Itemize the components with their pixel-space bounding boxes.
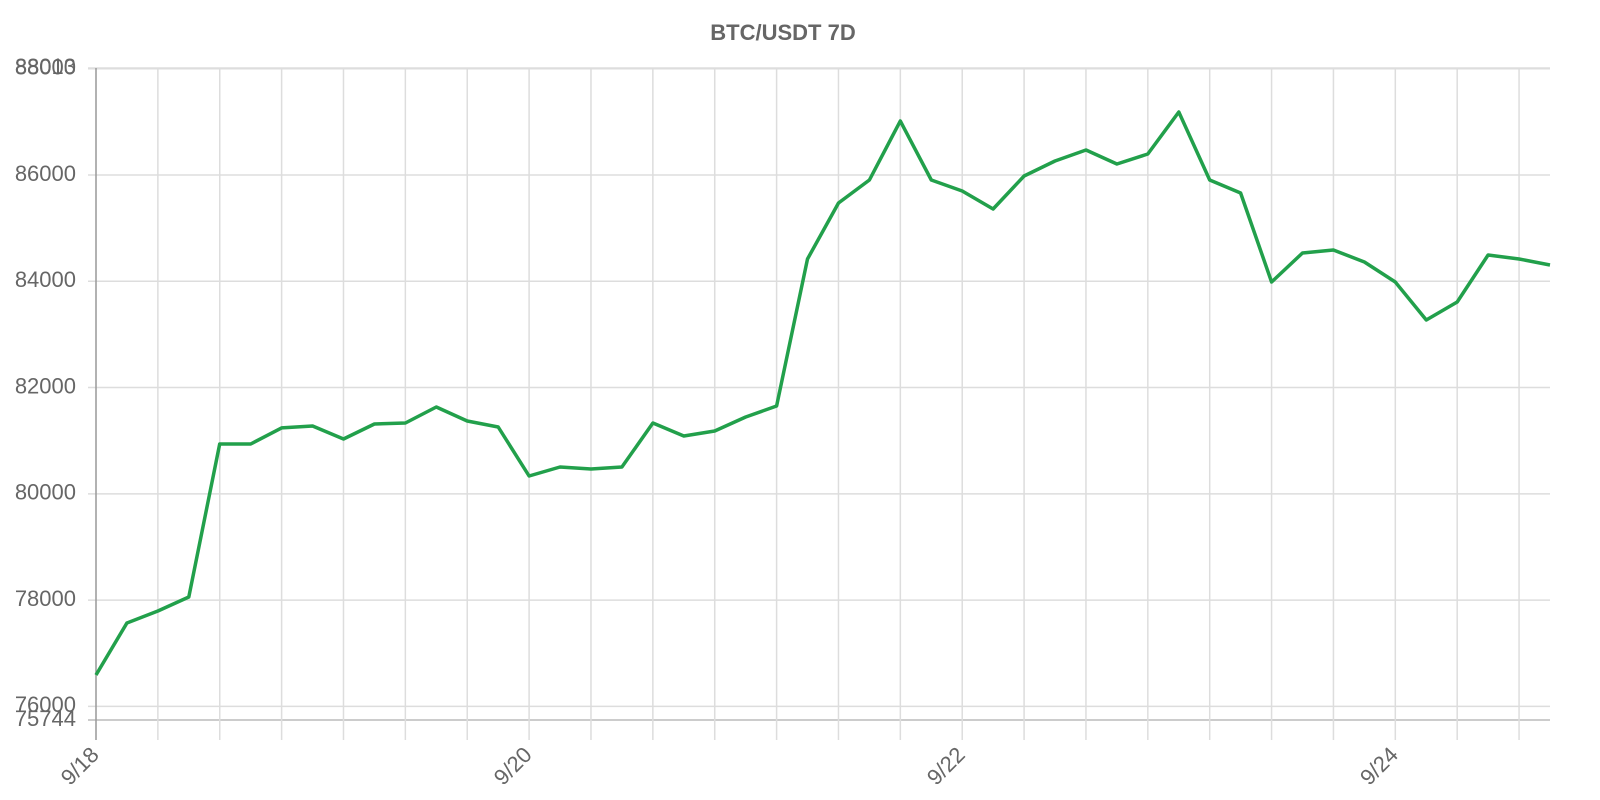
y-tick-label: 76000 xyxy=(15,692,76,717)
x-tick-label: 9/22 xyxy=(922,742,970,790)
y-tick-label: 82000 xyxy=(15,373,76,398)
y-tick-label: 80000 xyxy=(15,480,76,505)
y-tick-label: 78000 xyxy=(15,586,76,611)
y-tick-label: 84000 xyxy=(15,267,76,292)
y-tick-label: 88013 xyxy=(15,54,76,79)
y-tick-label: 86000 xyxy=(15,161,76,186)
x-tick-label: 9/24 xyxy=(1355,742,1403,790)
x-tick-label: 9/20 xyxy=(489,742,537,790)
y-tick-label: 75744 xyxy=(15,706,76,731)
x-tick-label: 9/18 xyxy=(56,742,104,790)
price-line xyxy=(94,110,1551,676)
y-tick-label: 88000 xyxy=(15,55,76,80)
chart-title: BTC/USDT 7D xyxy=(710,20,855,45)
